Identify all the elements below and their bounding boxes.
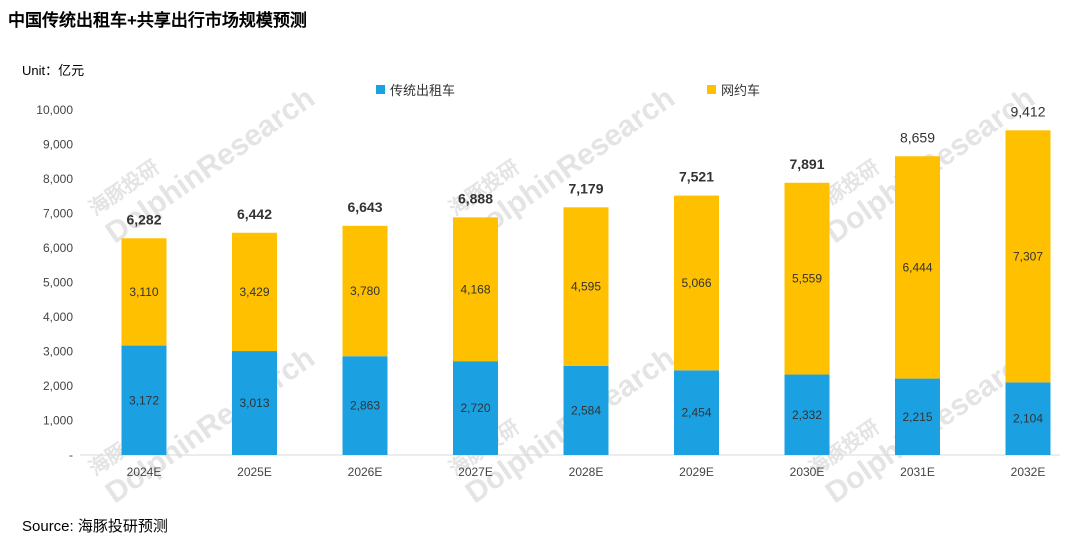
data-label-taxi: 3,013	[239, 396, 269, 410]
x-tick-label: 2026E	[348, 465, 383, 479]
y-tick-label: 2,000	[43, 379, 73, 393]
data-label-total: 6,282	[126, 211, 161, 227]
data-label-ride-hailing: 3,110	[129, 285, 158, 299]
data-label-ride-hailing: 7,307	[1013, 249, 1043, 263]
legend-swatch-ride-hailing	[707, 85, 716, 94]
bar-segment-taxi	[342, 356, 388, 455]
data-label-total: 7,891	[789, 156, 824, 172]
data-label-total: 8,659	[900, 129, 935, 145]
legend-item-ride-hailing: 网约车	[707, 80, 760, 99]
y-tick-label: 1,000	[43, 414, 73, 428]
legend-label-taxi: 传统出租车	[390, 83, 456, 98]
bar-segment-ride-hailing	[121, 238, 167, 346]
y-tick-label: 7,000	[43, 207, 73, 221]
y-tick-label: 6,000	[43, 241, 73, 255]
bar-segment-taxi	[232, 351, 277, 455]
x-tick-label: 2027E	[458, 465, 493, 479]
y-tick-label: 8,000	[43, 172, 73, 186]
bar-segment-taxi	[784, 374, 830, 455]
y-tick-label: 3,000	[43, 345, 73, 359]
data-label-taxi: 2,332	[792, 408, 822, 422]
chart-title: 中国传统出租车+共享出行市场规模预测	[8, 11, 307, 30]
data-label-taxi: 2,104	[1013, 412, 1043, 426]
bar-segment-ride-hailing	[563, 207, 609, 366]
data-label-total: 7,179	[568, 180, 603, 196]
data-label-taxi: 2,863	[350, 399, 380, 413]
x-tick-label: 2029E	[679, 465, 714, 479]
bar-segment-ride-hailing	[232, 232, 277, 352]
legend-swatch-taxi	[376, 85, 385, 94]
bar-segment-taxi	[563, 365, 609, 455]
data-label-total: 6,442	[237, 206, 272, 222]
y-tick-label: 5,000	[43, 276, 73, 290]
data-label-taxi: 2,584	[571, 403, 601, 417]
bar-segment-taxi	[121, 345, 167, 455]
data-label-total: 9,412	[1010, 103, 1045, 119]
data-label-ride-hailing: 5,066	[681, 276, 711, 290]
bar-segment-taxi	[674, 370, 719, 455]
bar-segment-taxi	[1005, 382, 1051, 455]
legend-label-ride-hailing: 网约车	[721, 83, 761, 98]
unit-label: Unit：亿元	[22, 63, 85, 78]
data-label-total: 7,521	[679, 169, 714, 185]
data-label-ride-hailing: 4,595	[571, 280, 601, 294]
data-label-ride-hailing: 6,444	[902, 260, 932, 274]
bar-segment-ride-hailing	[674, 195, 719, 371]
data-label-total: 6,888	[458, 190, 493, 206]
data-label-ride-hailing: 4,168	[460, 282, 490, 296]
data-label-taxi: 3,172	[129, 393, 159, 407]
y-tick-label: 9,000	[43, 138, 73, 152]
bar-segment-ride-hailing	[784, 182, 830, 375]
x-tick-label: 2032E	[1011, 465, 1046, 479]
x-tick-label: 2031E	[900, 465, 935, 479]
x-tick-label: 2030E	[790, 465, 825, 479]
x-tick-label: 2024E	[127, 465, 162, 479]
data-label-taxi: 2,215	[902, 410, 932, 424]
bar-segment-ride-hailing	[1005, 130, 1051, 383]
x-tick-label: 2025E	[237, 465, 272, 479]
bar-segment-ride-hailing	[453, 217, 498, 362]
data-label-taxi: 2,720	[460, 401, 490, 415]
data-label-taxi: 2,454	[681, 406, 711, 420]
bar-segment-taxi	[895, 378, 940, 455]
data-label-ride-hailing: 3,429	[239, 285, 269, 299]
source-note: Source: 海豚投研预测	[22, 518, 168, 535]
y-tick-label: 4,000	[43, 310, 73, 324]
x-tick-label: 2028E	[569, 465, 604, 479]
y-tick-label: -	[69, 448, 73, 462]
bar-segment-taxi	[453, 361, 498, 455]
data-label-total: 6,643	[347, 199, 382, 215]
data-label-ride-hailing: 3,780	[350, 284, 380, 298]
data-label-ride-hailing: 5,559	[792, 272, 822, 286]
y-tick-label: 10,000	[36, 103, 73, 117]
legend-item-taxi: 传统出租车	[376, 80, 455, 99]
bar-segment-ride-hailing	[895, 156, 940, 379]
bar-segment-ride-hailing	[342, 225, 388, 357]
